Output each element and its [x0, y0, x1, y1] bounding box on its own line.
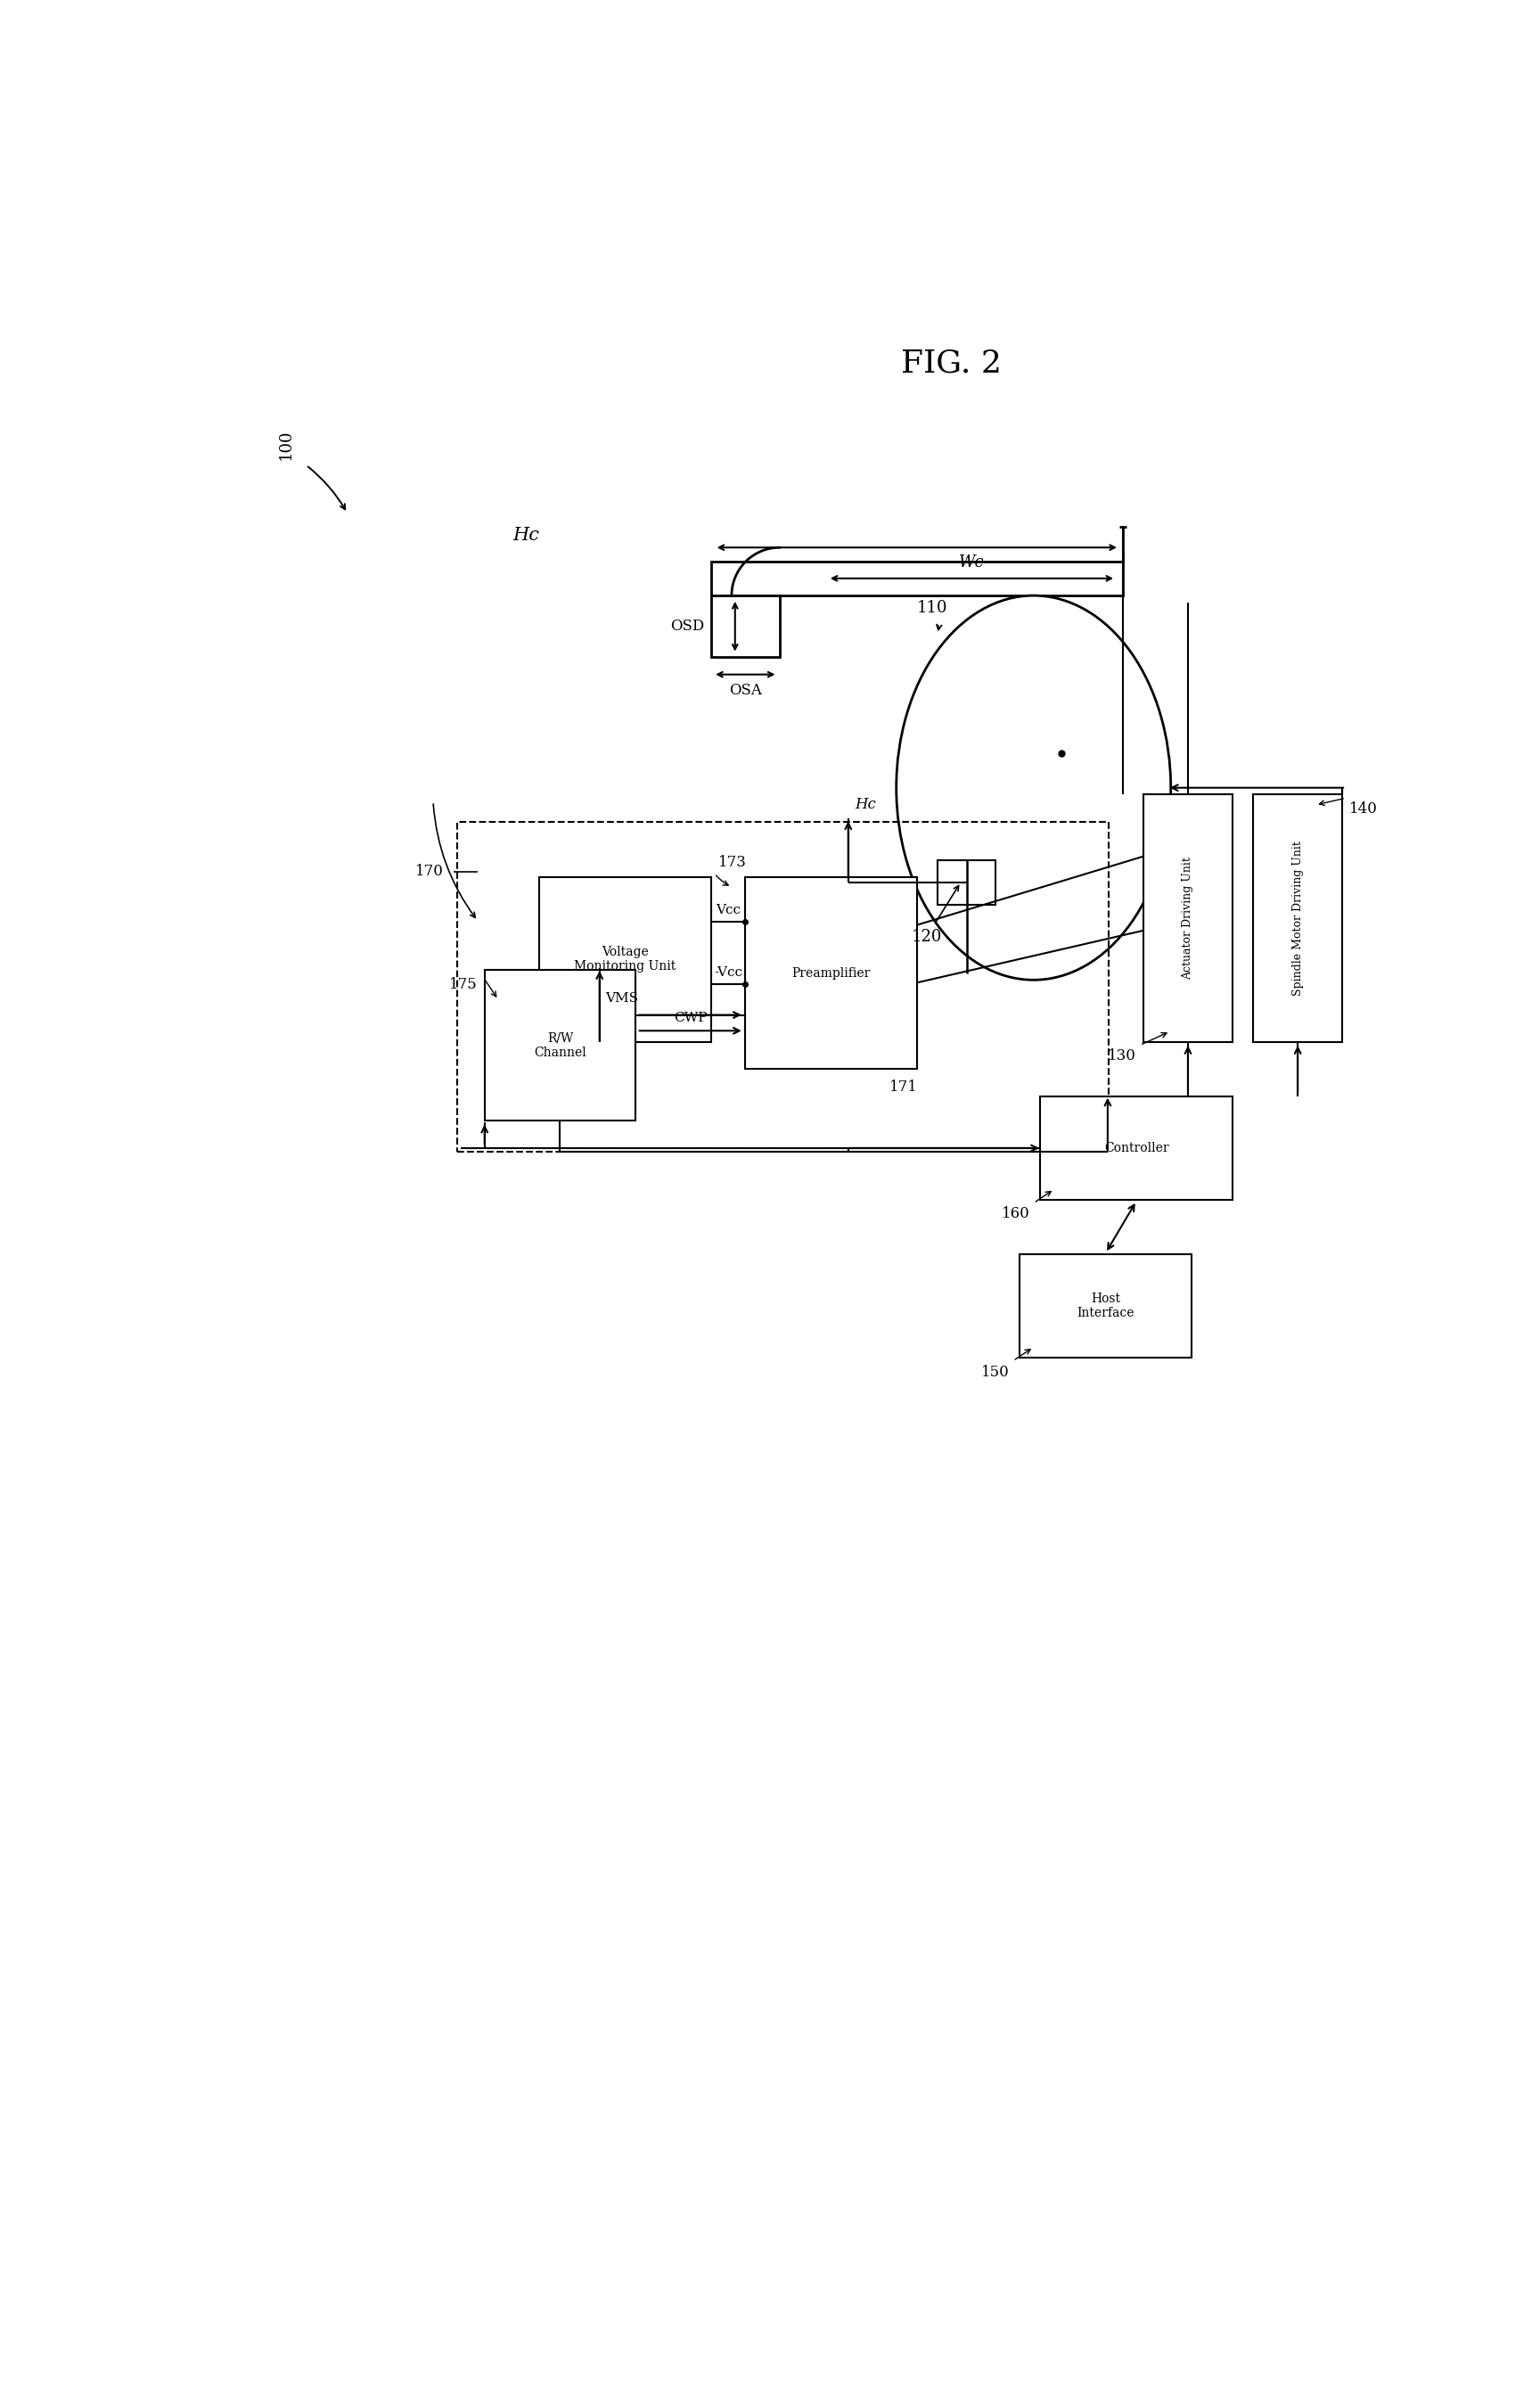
Bar [485, 970, 636, 1120]
Text: Controller: Controller [1104, 1142, 1169, 1154]
Text: VMS: VMS [605, 991, 638, 1006]
Text: 130: 130 [1109, 1049, 1137, 1063]
Text: 160: 160 [1003, 1206, 1030, 1221]
Text: 120: 120 [912, 929, 942, 944]
Text: 170: 170 [414, 865, 444, 879]
Text: Hc: Hc [513, 528, 539, 545]
Text: -Vcc: -Vcc [715, 965, 742, 979]
Text: 173: 173 [718, 855, 747, 870]
Bar [1041, 1097, 1232, 1199]
Bar [745, 877, 916, 1070]
Bar [711, 595, 779, 657]
Text: Vcc: Vcc [716, 903, 741, 915]
Text: FIG. 2: FIG. 2 [901, 349, 1001, 380]
Text: Wc: Wc [959, 554, 984, 571]
Text: Host
Interface: Host Interface [1076, 1292, 1135, 1319]
Text: Voltage
Monitoring Unit: Voltage Monitoring Unit [574, 946, 676, 972]
Bar [1019, 1254, 1192, 1357]
Text: 150: 150 [981, 1364, 1010, 1378]
Ellipse shape [896, 595, 1170, 979]
Bar [1254, 796, 1343, 1042]
Text: 171: 171 [889, 1080, 918, 1094]
Text: CWP: CWP [673, 1011, 707, 1025]
Text: Preamplifier: Preamplifier [792, 968, 870, 979]
Bar [457, 822, 1109, 1151]
Bar [1143, 796, 1232, 1042]
Text: Hc: Hc [855, 796, 876, 812]
Text: 100: 100 [277, 430, 294, 461]
Text: OSD: OSD [670, 619, 704, 633]
Text: Spindle Motor Driving Unit: Spindle Motor Driving Unit [1292, 841, 1303, 996]
Bar [539, 877, 711, 1042]
Text: Actuator Driving Unit: Actuator Driving Unit [1183, 858, 1194, 979]
Text: 175: 175 [450, 977, 477, 991]
Text: OSA: OSA [728, 683, 762, 698]
Bar [711, 561, 1123, 595]
Text: 140: 140 [1349, 800, 1378, 817]
Text: R/W
Channel: R/W Channel [534, 1032, 587, 1058]
Text: 110: 110 [916, 600, 947, 616]
Bar [938, 860, 996, 905]
